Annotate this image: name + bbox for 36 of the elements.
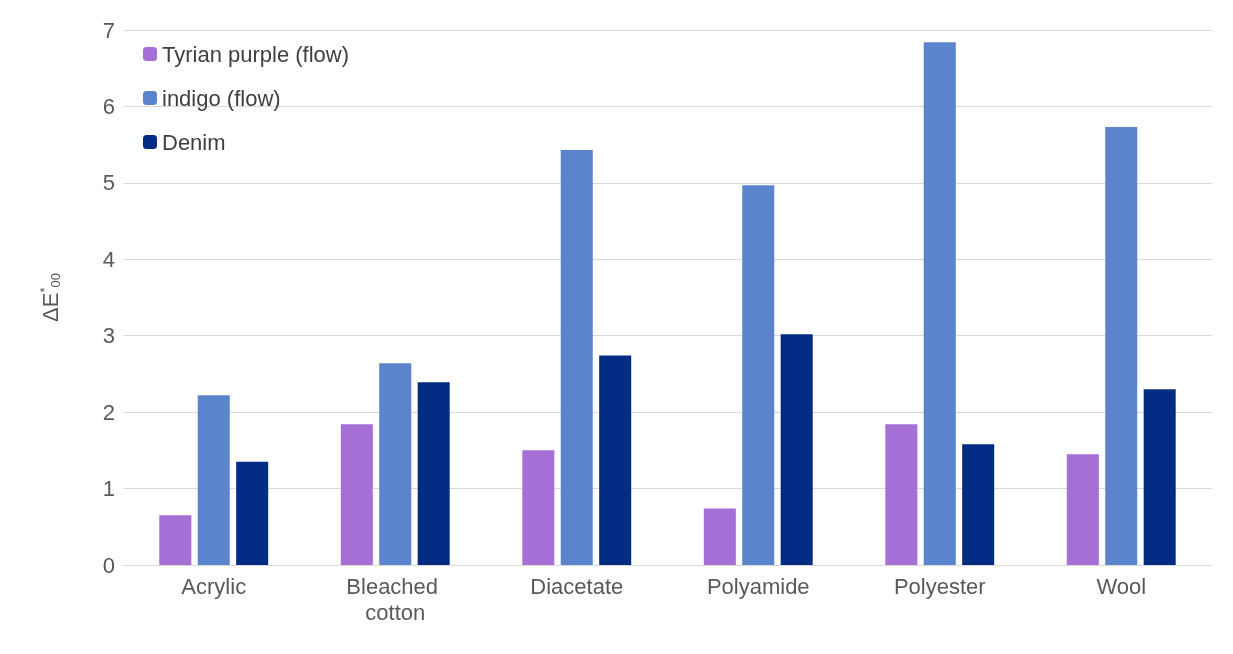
bar — [1105, 127, 1138, 565]
bar — [1066, 454, 1099, 565]
bar — [236, 461, 269, 565]
bar — [923, 42, 956, 565]
bar — [560, 149, 593, 565]
bar — [1143, 389, 1176, 565]
x-tick-label: Polyester — [893, 573, 986, 599]
x-tick-label: Diacetate — [530, 573, 624, 599]
bar — [742, 185, 775, 565]
y-tick-label: 0 — [102, 552, 115, 578]
bar — [197, 395, 230, 565]
bar — [159, 515, 192, 565]
y-tick-label: 2 — [102, 399, 115, 425]
x-tick-label: Wool — [1096, 573, 1147, 599]
bar — [885, 424, 918, 565]
x-tick-label: Bleached cotton — [346, 573, 445, 625]
bar — [780, 334, 813, 565]
bar — [599, 355, 632, 565]
bar — [703, 508, 736, 565]
y-tick-label: 5 — [102, 170, 115, 196]
x-tick-label: Acrylic — [181, 573, 247, 599]
y-tick-label: 6 — [102, 93, 115, 119]
y-tick-label: 4 — [102, 246, 115, 272]
bar — [379, 363, 412, 565]
bar — [962, 444, 995, 565]
legend-label: indigo (flow) — [162, 85, 281, 111]
y-tick-label: 3 — [102, 323, 115, 349]
y-axis-title: ΔE*00 — [37, 273, 63, 322]
bar — [522, 450, 555, 565]
y-tick-label: 7 — [102, 17, 115, 43]
legend-label: Denim — [162, 129, 226, 155]
bar — [340, 424, 373, 565]
legend-label: Tyrian purple (flow) — [162, 41, 350, 67]
bar — [417, 382, 450, 565]
y-tick-label: 1 — [102, 476, 115, 502]
x-tick-label: Polyamide — [706, 573, 810, 599]
